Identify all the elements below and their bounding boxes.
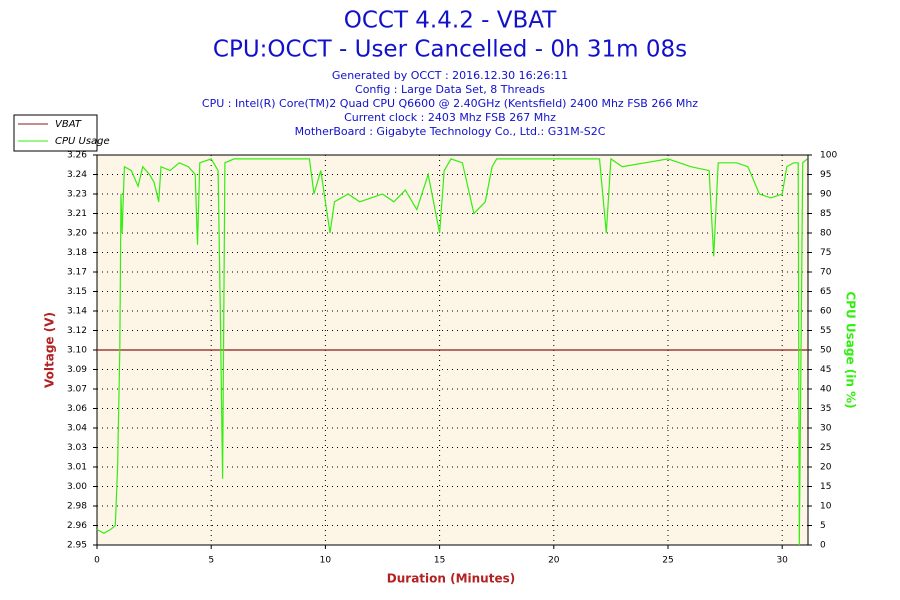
x-axis-label: Duration (Minutes) (387, 572, 515, 586)
y-tick-label: 2.96 (67, 521, 87, 531)
x-tick-label: 30 (776, 556, 788, 566)
y-tick-label: 3.00 (67, 482, 87, 492)
y2-tick-label: 65 (820, 287, 831, 297)
y-tick-label: 3.21 (67, 209, 87, 219)
y-tick-label: 3.07 (67, 385, 87, 395)
y-tick-label: 3.24 (67, 170, 87, 180)
info-line: CPU : Intel(R) Core(TM)2 Quad CPU Q6600 … (202, 97, 698, 110)
y-tick-label: 3.12 (67, 326, 87, 336)
y-axis-label: Voltage (V) (43, 312, 57, 388)
y-tick-label: 3.01 (67, 463, 87, 473)
series-line (96, 157, 808, 546)
x-tick-label: 20 (548, 556, 560, 566)
y-tick-label: 2.95 (67, 541, 87, 551)
y2-tick-label: 0 (820, 541, 826, 551)
y-tick-label: 3.10 (67, 346, 87, 356)
y2-tick-label: 80 (820, 229, 832, 239)
y-tick-label: 2.98 (67, 502, 87, 512)
x-tick-label: 0 (94, 556, 100, 566)
y2-tick-label: 35 (820, 404, 831, 414)
chart-title: OCCT 4.4.2 - VBAT (344, 8, 557, 34)
legend-label: CPU Usage (55, 136, 110, 147)
y2-tick-label: 45 (820, 365, 831, 375)
y2-axis-label: CPU Usage (in %) (844, 291, 858, 408)
y-tick-label: 3.20 (67, 229, 87, 239)
info-line: Current clock : 2403 Mhz FSB 267 Mhz (344, 111, 556, 124)
y2-tick-label: 100 (820, 151, 837, 161)
y2-tick-label: 95 (820, 170, 831, 180)
legend (13, 114, 98, 152)
y2-tick-label: 5 (820, 521, 826, 531)
x-tick-label: 5 (208, 556, 214, 566)
y2-tick-label: 60 (820, 307, 832, 317)
y2-tick-label: 75 (820, 248, 831, 258)
info-line: MotherBoard : Gigabyte Technology Co., L… (295, 125, 606, 138)
y2-tick-label: 50 (820, 346, 832, 356)
y-tick-label: 3.26 (67, 151, 87, 161)
x-tick-label: 25 (662, 556, 673, 566)
y-tick-label: 3.06 (67, 404, 87, 414)
y2-tick-label: 40 (820, 385, 832, 395)
y-tick-label: 3.09 (67, 365, 87, 375)
info-line: Config : Large Data Set, 8 Threads (355, 83, 545, 96)
y-tick-label: 3.14 (67, 307, 87, 317)
y-tick-label: 3.03 (67, 443, 87, 453)
y-tick-label: 3.18 (67, 248, 87, 258)
y2-tick-label: 20 (820, 463, 832, 473)
y2-tick-label: 30 (820, 424, 832, 434)
y2-tick-label: 85 (820, 209, 831, 219)
y2-tick-label: 25 (820, 443, 831, 453)
y-tick-label: 3.04 (67, 424, 87, 434)
x-tick-label: 10 (320, 556, 332, 566)
legend-label: VBAT (55, 119, 82, 130)
y2-tick-label: 90 (820, 190, 832, 200)
y2-tick-label: 55 (820, 326, 831, 336)
x-tick-label: 15 (434, 556, 445, 566)
y-tick-label: 3.15 (67, 287, 87, 297)
info-line: Generated by OCCT : 2016.12.30 16:26:11 (332, 69, 568, 82)
y2-tick-label: 70 (820, 268, 832, 278)
chart-subtitle: CPU:OCCT - User Cancelled - 0h 31m 08s (213, 37, 687, 63)
y-tick-label: 3.17 (67, 268, 87, 278)
y-tick-label: 3.23 (67, 190, 87, 200)
y2-tick-label: 15 (820, 482, 831, 492)
y2-tick-label: 10 (820, 502, 832, 512)
